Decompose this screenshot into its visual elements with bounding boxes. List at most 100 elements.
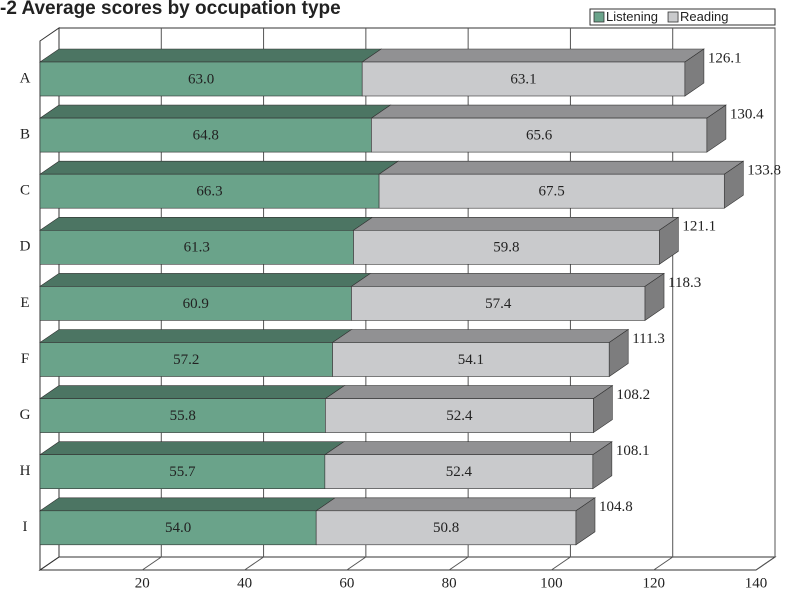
total-label: 126.1 xyxy=(708,50,742,66)
x-tick-label: 40 xyxy=(237,575,252,591)
bar-top xyxy=(39,441,345,456)
total-label: 108.2 xyxy=(616,387,650,403)
y-tick-label: I xyxy=(23,519,28,535)
bar-segment xyxy=(331,329,630,377)
bar-segment xyxy=(39,48,383,97)
bar-front xyxy=(315,510,577,546)
value-label: 50.8 xyxy=(433,520,459,536)
bar-segment xyxy=(352,217,680,265)
x-tick-label: 100 xyxy=(540,575,563,591)
bar-side xyxy=(706,104,727,153)
total-label: 133.8 xyxy=(747,163,781,179)
bar-top xyxy=(39,329,353,343)
bar-front xyxy=(39,286,352,321)
bar-front xyxy=(324,454,594,490)
value-label: 65.6 xyxy=(526,128,553,144)
tick-mark xyxy=(551,556,571,571)
bar-segment xyxy=(315,497,596,546)
bar-front xyxy=(39,398,326,433)
bar-top xyxy=(39,48,383,63)
bar-top xyxy=(39,217,374,231)
bar-segment xyxy=(39,104,392,153)
x-tick-label: 20 xyxy=(135,575,150,591)
bar-top xyxy=(39,160,400,175)
bar-segment xyxy=(39,273,372,321)
bar-side xyxy=(644,272,665,321)
bar-front xyxy=(39,454,326,490)
value-label: 57.4 xyxy=(485,296,512,312)
bar-segment xyxy=(39,329,353,377)
value-label: 54.0 xyxy=(165,520,191,536)
bar-front xyxy=(39,230,354,265)
y-tick-label: H xyxy=(20,463,31,479)
bar-top xyxy=(323,441,613,456)
bar-top xyxy=(39,385,346,399)
bar-side xyxy=(684,48,705,97)
bar-segment xyxy=(323,441,613,490)
bar-segment xyxy=(370,104,727,153)
total-label: 104.8 xyxy=(599,499,633,515)
legend: Listening Reading xyxy=(589,8,776,26)
bar-front xyxy=(378,173,725,209)
bar-front xyxy=(351,286,646,321)
y-tick-label: G xyxy=(20,407,31,423)
legend-box xyxy=(589,8,776,26)
chart-title: -2 Average scores by occupation type xyxy=(0,0,341,19)
bar-side xyxy=(608,328,629,378)
tick-mark xyxy=(142,556,162,571)
bar-segment xyxy=(39,497,337,546)
floor xyxy=(38,556,777,571)
bar-top xyxy=(370,104,727,119)
bar-side xyxy=(575,497,596,546)
total-label: 108.1 xyxy=(616,443,650,459)
y-tick-label: E xyxy=(20,295,29,311)
bar-segment xyxy=(350,273,665,321)
bar-segment xyxy=(378,160,745,209)
legend-label: Reading xyxy=(680,9,728,24)
total-label: 118.3 xyxy=(668,275,701,291)
tick-mark xyxy=(346,556,367,571)
bar-front xyxy=(353,230,660,265)
value-label: 59.8 xyxy=(493,240,519,256)
value-label: 52.4 xyxy=(446,408,473,424)
total-label: 121.1 xyxy=(682,219,716,235)
bar-front xyxy=(371,117,708,153)
bar-top xyxy=(352,217,680,231)
bar-front xyxy=(39,173,380,209)
value-label: 57.2 xyxy=(173,352,199,368)
bar-top xyxy=(361,48,705,63)
bar-segment xyxy=(39,217,374,265)
x-tick-label: 120 xyxy=(642,575,665,591)
bar-segment xyxy=(39,160,400,209)
bar-front xyxy=(39,342,333,377)
legend-swatch xyxy=(593,11,605,23)
y-tick-label: F xyxy=(21,351,29,367)
y-tick-label: D xyxy=(20,239,31,255)
tick-mark xyxy=(244,556,264,571)
bar-top xyxy=(39,273,372,287)
tick-mark xyxy=(448,556,469,571)
value-label: 64.8 xyxy=(193,128,219,144)
bar-side xyxy=(659,216,679,265)
y-tick-label: C xyxy=(20,183,30,199)
value-label: 52.4 xyxy=(446,464,473,480)
bar-top xyxy=(39,497,337,512)
value-label: 67.5 xyxy=(539,184,565,200)
value-label: 60.9 xyxy=(183,296,209,312)
value-label: 63.0 xyxy=(188,71,214,87)
x-tick-label: 140 xyxy=(745,575,768,591)
value-label: 61.3 xyxy=(184,240,210,256)
bar-segment xyxy=(361,48,705,97)
bar-front xyxy=(361,61,686,97)
bar-segment xyxy=(39,385,346,433)
bar-side xyxy=(592,441,613,490)
x-tick-label: 60 xyxy=(339,575,354,591)
bar-front xyxy=(332,342,610,377)
value-label: 55.8 xyxy=(170,408,196,424)
bar-top xyxy=(39,104,392,119)
total-label: 111.3 xyxy=(632,331,665,347)
y-tick-label: A xyxy=(20,70,31,86)
legend-swatch xyxy=(667,11,679,23)
bar-side xyxy=(593,385,613,434)
x-tick-label: 80 xyxy=(442,575,457,591)
